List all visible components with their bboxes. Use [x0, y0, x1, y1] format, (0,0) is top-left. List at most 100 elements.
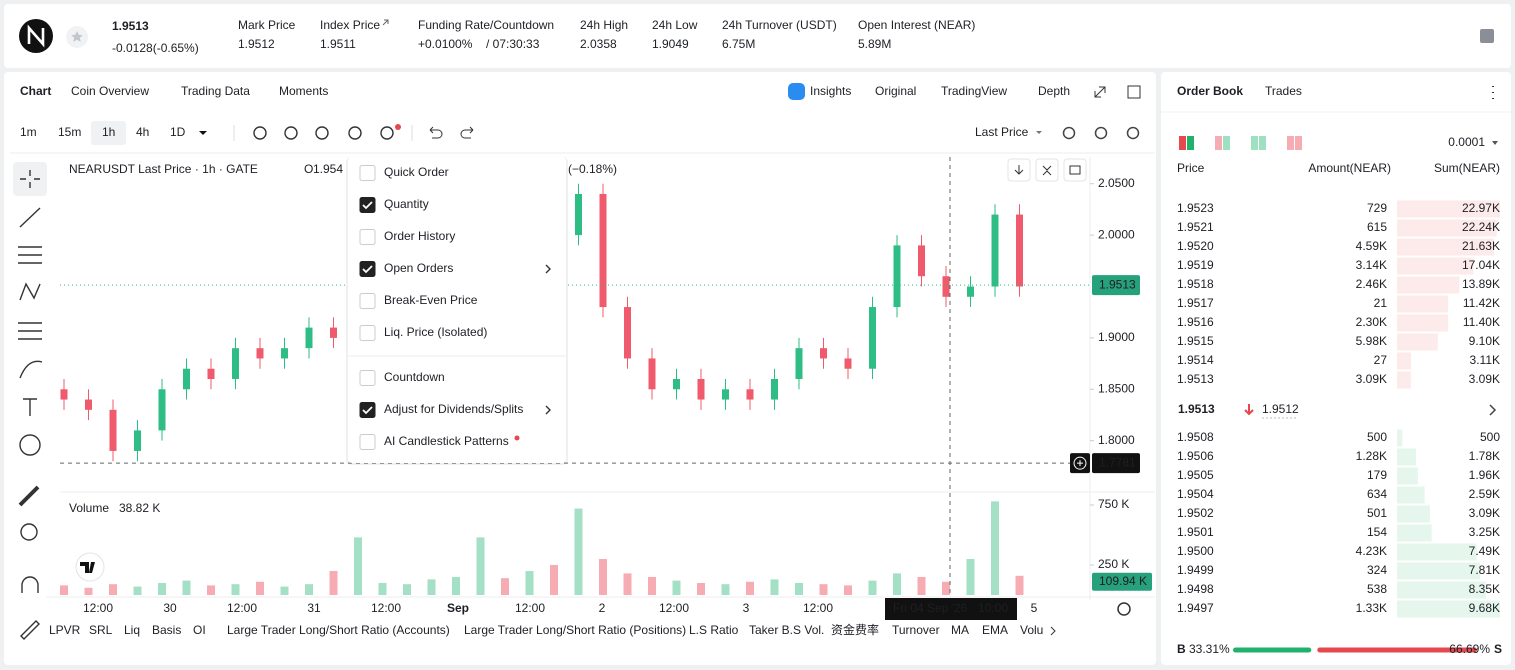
toolbar-icon[interactable] [348, 126, 362, 140]
header-icon[interactable] [1480, 29, 1494, 43]
layout-icon [1127, 85, 1141, 99]
book-price: 1.9517 [1177, 296, 1214, 310]
indicator[interactable]: Turnover [892, 623, 940, 637]
chart-corner-button[interactable] [1063, 158, 1087, 182]
indicator[interactable]: Basis [152, 623, 181, 637]
interval[interactable]: 1D [170, 125, 186, 139]
prediction-tool[interactable] [18, 322, 42, 340]
menu-checkbox[interactable] [359, 165, 376, 181]
interval[interactable]: 1m [20, 125, 37, 139]
book-sum: 3.09K [1469, 506, 1500, 520]
menu-item[interactable]: Countdown [384, 370, 445, 384]
menu-checkbox[interactable] [359, 370, 376, 386]
menu-checkbox[interactable] [359, 325, 376, 341]
precision[interactable]: 0.0001 [1448, 135, 1485, 149]
indicator[interactable]: Large Trader Long/Short Ratio (Accounts) [227, 623, 450, 637]
interval[interactable]: 1h [102, 125, 115, 139]
pencil-tool[interactable] [20, 620, 40, 640]
emoji-tool[interactable] [19, 434, 41, 456]
view-tab[interactable]: Depth [1038, 84, 1070, 98]
menu-item[interactable]: Adjust for Dividends/Splits [384, 402, 523, 416]
indicator[interactable]: EMA [982, 623, 1008, 637]
menu-checkbox[interactable] [359, 402, 376, 418]
menu-checkbox[interactable] [359, 229, 376, 245]
menu-checkbox[interactable] [359, 293, 376, 309]
candle-body [624, 307, 631, 359]
stat-value: +0.0100% [418, 37, 473, 51]
orderbook-tab[interactable]: Trades [1265, 84, 1302, 98]
toolbar-icon[interactable] [253, 126, 267, 140]
text-tool[interactable] [23, 398, 37, 416]
indicator[interactable]: Taker B.S Vol. [749, 623, 824, 637]
book-last-price: 1.9513 [1178, 402, 1215, 416]
toolbar-icon[interactable] [315, 126, 329, 140]
menu-checkbox[interactable] [359, 197, 376, 213]
index-arrow-icon [382, 19, 389, 26]
indicator[interactable]: MA [951, 623, 969, 637]
book-price: 1.9504 [1177, 487, 1214, 501]
orderbook-tab[interactable]: Order Book [1177, 84, 1243, 98]
menu-checkbox[interactable] [359, 261, 376, 277]
depth-mode-a[interactable] [1287, 136, 1294, 150]
depth-mode-a[interactable] [1179, 136, 1186, 150]
indicator[interactable]: SRL [89, 623, 113, 637]
indicator[interactable]: Liq [124, 623, 140, 637]
interval[interactable]: 15m [58, 125, 81, 139]
stat-value: 1.9049 [652, 37, 689, 51]
chart-tab[interactable]: Coin Overview [71, 84, 149, 98]
chart-tool-icon[interactable] [1126, 126, 1140, 140]
stat-label: 24h Turnover (USDT) [722, 18, 837, 32]
fib-tool[interactable] [18, 246, 42, 264]
depth-mode-a[interactable] [1215, 136, 1222, 150]
candle-body [697, 379, 705, 400]
view-tab[interactable]: TradingView [941, 84, 1007, 98]
view-tab[interactable]: Original [875, 84, 916, 98]
candle-body [722, 389, 729, 400]
x-tick-label: 12:00 [227, 601, 257, 615]
menu-item[interactable]: Liq. Price (Isolated) [384, 325, 487, 339]
indicator[interactable]: Volu [1020, 623, 1043, 637]
chart-tool-icon[interactable] [1062, 126, 1076, 140]
ruler-tool[interactable] [18, 485, 40, 507]
zoom-tool[interactable] [20, 523, 38, 541]
interval[interactable]: 4h [136, 125, 149, 139]
indicator[interactable]: L.S Ratio [689, 623, 739, 637]
book-price: 1.9515 [1177, 334, 1214, 348]
pattern-tool[interactable] [19, 282, 41, 301]
ratio-buy-bar [1233, 647, 1312, 653]
crosshair-tool[interactable] [20, 170, 40, 188]
menu-item[interactable]: Quantity [384, 197, 429, 211]
toolbar-icon[interactable] [380, 126, 394, 140]
depth-mode-a[interactable] [1251, 136, 1258, 150]
chart-tab[interactable]: Trading Data [181, 84, 250, 98]
axis-settings-icon[interactable] [1117, 602, 1131, 616]
indicator[interactable]: LPVR [49, 623, 81, 637]
volume-bar [1015, 575, 1024, 595]
menu-item[interactable]: AI Candlestick Patterns [384, 434, 509, 448]
volume-bar [917, 576, 926, 595]
menu-checkbox[interactable] [359, 434, 376, 450]
crosshair-price-box [1092, 453, 1140, 474]
indicator[interactable]: Large Trader Long/Short Ratio (Positions… [464, 623, 686, 637]
chart-tool-icon[interactable] [1094, 126, 1108, 140]
view-tab[interactable]: Insights [810, 84, 851, 98]
price-source[interactable]: Last Price [975, 125, 1029, 139]
toolbar-icon[interactable] [284, 126, 298, 140]
indicator[interactable]: OI [193, 623, 206, 637]
trendline-tool[interactable] [19, 207, 41, 228]
volume-bar [648, 576, 656, 595]
chart-tab[interactable]: Moments [279, 84, 328, 98]
candle-body [746, 389, 754, 400]
book-amount: 500 [1367, 430, 1387, 444]
menu-item[interactable]: Open Orders [384, 261, 453, 275]
depth-mode-b [1187, 136, 1194, 150]
menu-item[interactable]: Break-Even Price [384, 293, 478, 307]
indicator[interactable]: 资金费率 [831, 622, 879, 637]
menu-item[interactable]: Order History [384, 229, 455, 243]
menu-item[interactable]: Quick Order [384, 165, 449, 179]
volume-bar [868, 580, 877, 595]
magnet-tool[interactable] [21, 576, 39, 593]
chart-tab[interactable]: Chart [20, 84, 51, 98]
brush-tool[interactable] [19, 360, 43, 379]
depth-mode-b [1223, 136, 1230, 150]
